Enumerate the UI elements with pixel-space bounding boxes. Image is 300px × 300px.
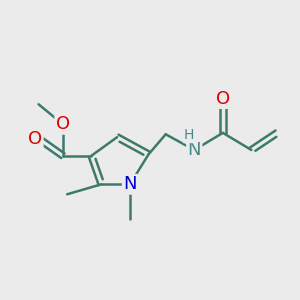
Text: H: H xyxy=(184,128,194,142)
Text: O: O xyxy=(216,90,230,108)
Text: O: O xyxy=(56,115,70,133)
Text: N: N xyxy=(123,175,137,193)
Text: N: N xyxy=(188,141,201,159)
Text: O: O xyxy=(28,130,42,148)
